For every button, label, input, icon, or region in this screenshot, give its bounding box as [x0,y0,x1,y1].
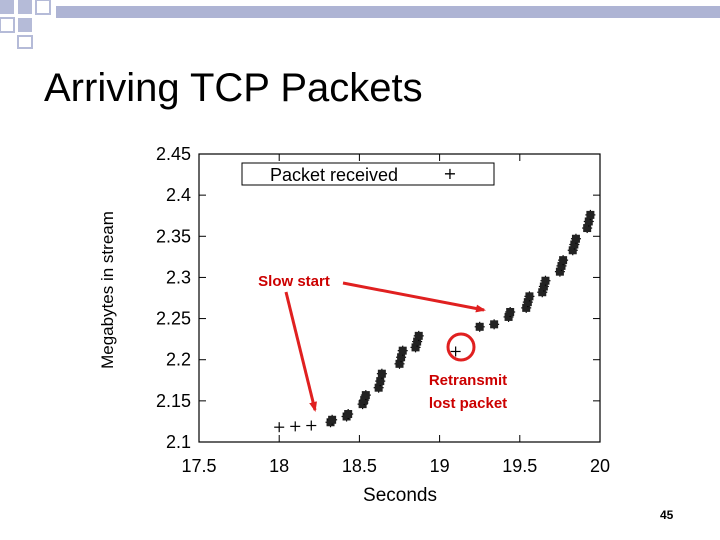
axis-ticks [198,153,601,443]
x-tick-label: 20 [590,456,610,476]
data-point [585,209,596,220]
data-point [570,233,581,244]
deco-square [17,35,33,49]
data-point [505,306,516,317]
x-tick-label: 19 [430,456,450,476]
data-points [274,209,596,433]
y-tick-label: 2.1 [166,432,191,452]
deco-square [0,0,14,14]
annotation-retransmit: Retransmit [429,372,507,389]
header-bar [56,6,720,18]
data-point [375,376,386,387]
y-tick-labels: 2.45 2.4 2.35 2.3 2.25 2.2 2.15 2.1 [156,144,191,452]
y-tick-label: 2.35 [156,226,191,246]
slide-title: Arriving TCP Packets [44,66,423,110]
data-point [450,346,461,357]
annotation-lost-packet: lost packet [429,395,507,412]
arrow-slow-start-down [284,291,317,412]
page-number: 45 [660,508,674,522]
data-point [274,422,285,433]
data-point [558,255,569,266]
y-tick-label: 2.15 [156,391,191,411]
y-tick-label: 2.45 [156,144,191,164]
legend-label: Packet received [270,165,398,185]
data-point [524,291,535,302]
x-tick-label: 18.5 [342,456,377,476]
y-tick-label: 2.2 [166,350,191,370]
y-tick-label: 2.25 [156,309,191,329]
legend-box [241,162,495,186]
deco-square [18,18,32,32]
x-tick-label: 19.5 [502,456,537,476]
y-tick-label: 2.4 [166,185,191,205]
data-point [327,414,338,425]
data-point [376,368,387,379]
deco-square [35,0,51,15]
data-point [290,421,301,432]
annotation-slow-start: Slow start [258,273,330,290]
data-point [489,319,500,330]
plot-frame [198,153,601,443]
retransmit-circle [446,332,476,362]
data-point [474,321,485,332]
arrow-slow-start-right [342,281,486,313]
x-tick-label: 17.5 [181,456,216,476]
data-point [397,345,408,356]
deco-square [18,0,32,14]
header-decoration [0,0,720,49]
data-point [413,330,424,341]
legend: Packet received + [241,162,495,186]
x-tick-label: 18 [269,456,289,476]
y-tick-label: 2.3 [166,267,191,287]
data-point [360,390,371,401]
deco-square [0,17,15,33]
x-axis-label: Seconds [363,485,437,506]
data-point [540,275,551,286]
x-tick-labels: 17.5 18 18.5 19 19.5 20 [181,456,610,476]
data-point [306,420,317,431]
legend-marker: + [443,164,456,183]
data-point [343,409,354,420]
